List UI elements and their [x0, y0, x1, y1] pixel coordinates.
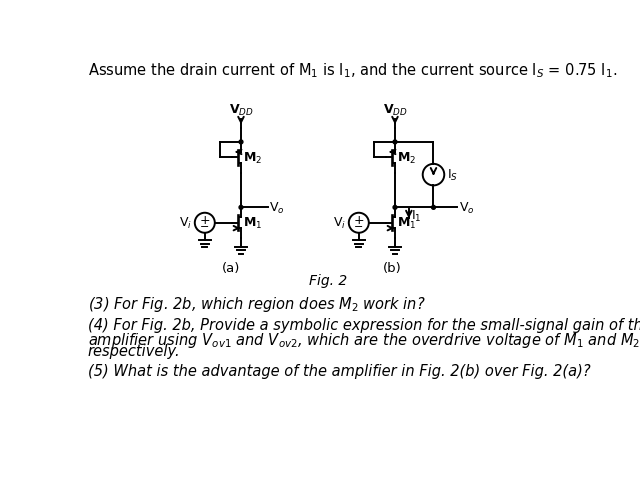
Text: M$_2$: M$_2$ — [397, 151, 417, 166]
Circle shape — [239, 206, 243, 210]
Text: I$_1$: I$_1$ — [411, 208, 422, 223]
Text: +: + — [200, 214, 210, 227]
Text: V$_o$: V$_o$ — [269, 200, 285, 215]
Text: V$_i$: V$_i$ — [333, 216, 346, 231]
Text: M$_2$: M$_2$ — [243, 151, 262, 166]
Text: V$_{DD}$: V$_{DD}$ — [228, 103, 253, 118]
Text: amplifier using V$_{ov1}$ and V$_{ov2}$, which are the overdrive voltage of M$_1: amplifier using V$_{ov1}$ and V$_{ov2}$,… — [88, 330, 640, 349]
Text: (5) What is the advantage of the amplifier in Fig. 2(b) over Fig. 2(a)?: (5) What is the advantage of the amplifi… — [88, 363, 590, 378]
Text: V$_o$: V$_o$ — [459, 200, 474, 215]
Text: −: − — [200, 221, 209, 231]
Circle shape — [431, 206, 435, 210]
Text: Assume the drain current of M$_1$ is I$_1$, and the current source I$_S$ = 0.75 : Assume the drain current of M$_1$ is I$_… — [88, 61, 617, 80]
Text: Fig. 2: Fig. 2 — [309, 274, 347, 288]
Text: (3) For Fig. 2b, which region does M$_2$ work in?: (3) For Fig. 2b, which region does M$_2$… — [88, 294, 426, 313]
Text: V$_i$: V$_i$ — [179, 216, 193, 231]
Text: M$_1$: M$_1$ — [397, 216, 417, 231]
Text: (b): (b) — [383, 262, 402, 275]
Text: −: − — [354, 221, 364, 231]
Text: (4) For Fig. 2b, Provide a symbolic expression for the small-signal gain of the: (4) For Fig. 2b, Provide a symbolic expr… — [88, 317, 640, 332]
Text: +: + — [353, 214, 364, 227]
Circle shape — [393, 206, 397, 210]
Text: V$_{DD}$: V$_{DD}$ — [383, 103, 408, 118]
Text: I$_S$: I$_S$ — [447, 168, 458, 183]
Text: M$_1$: M$_1$ — [243, 216, 262, 231]
Circle shape — [393, 141, 397, 145]
Text: (a): (a) — [221, 262, 240, 275]
Text: respectively.: respectively. — [88, 343, 180, 358]
Circle shape — [239, 141, 243, 145]
